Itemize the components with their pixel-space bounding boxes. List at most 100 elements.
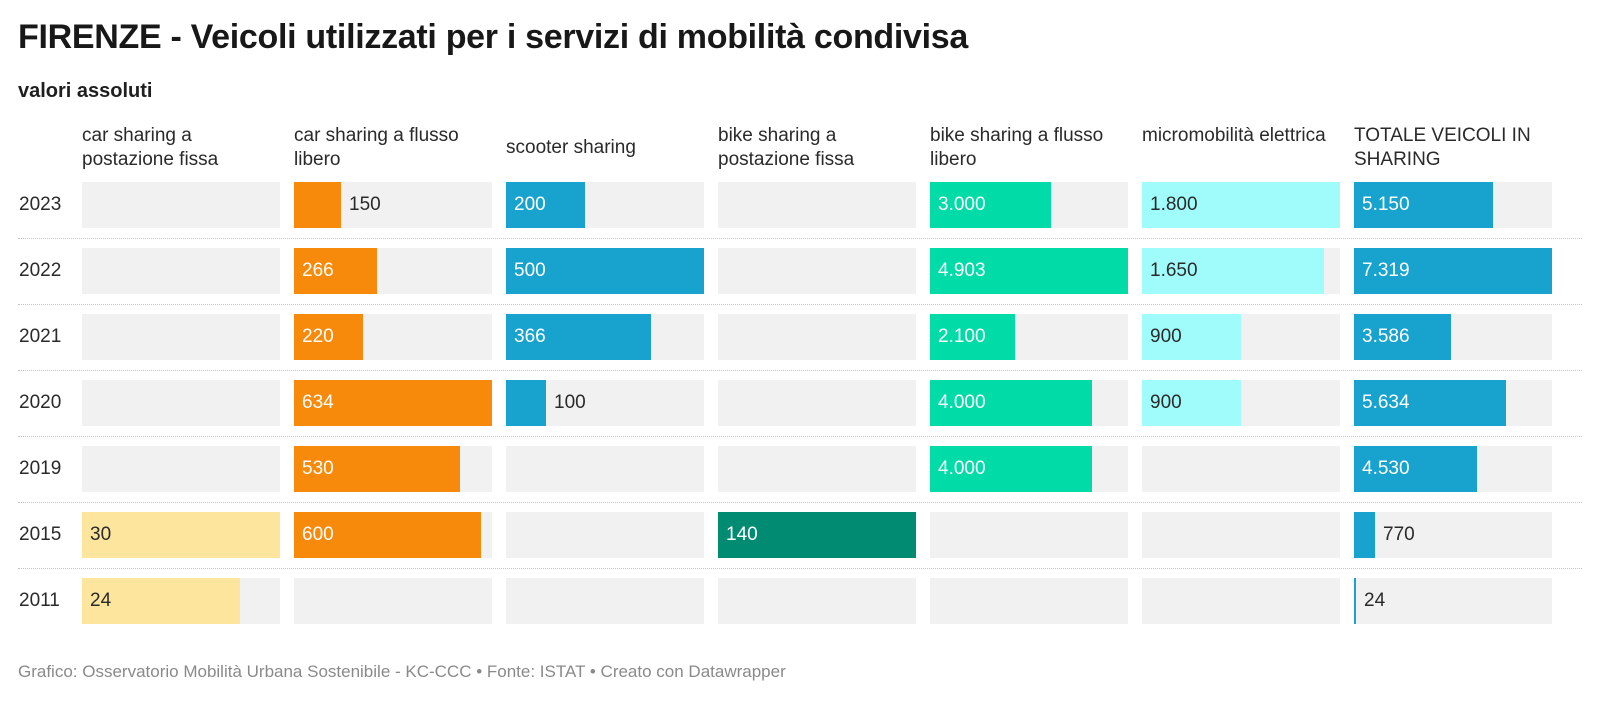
data-label: 4.000 — [938, 458, 986, 479]
row-separator — [18, 436, 1582, 437]
data-label: 24 — [90, 590, 112, 611]
data-label: 500 — [514, 260, 546, 281]
bar-cell — [82, 380, 280, 426]
data-label: 266 — [302, 260, 334, 281]
bar-cell: 100 — [506, 380, 704, 426]
row-separator — [18, 568, 1582, 569]
column-header: car sharing a postazione fissa — [82, 125, 219, 170]
bar-cell — [1142, 512, 1340, 558]
bar-cell — [930, 512, 1128, 558]
bar-cell: 2.100 — [930, 314, 1128, 360]
year-label: 2023 — [19, 194, 62, 215]
data-label: 200 — [514, 194, 546, 215]
row-separator — [18, 502, 1582, 503]
bar — [294, 314, 363, 360]
bar-cell: 500 — [506, 248, 704, 294]
bar-cell: 140 — [718, 512, 916, 558]
bar — [1354, 446, 1477, 492]
data-label: 4.000 — [938, 392, 986, 413]
bar-cell — [506, 578, 704, 624]
data-label: 24 — [1364, 590, 1386, 611]
bar — [1142, 380, 1241, 426]
bar-cell: 634 — [294, 380, 492, 426]
year-label: 2022 — [19, 260, 62, 281]
data-label: 900 — [1150, 326, 1182, 347]
bar-cell: 24 — [82, 578, 280, 624]
bar-cell: 3.586 — [1354, 314, 1552, 360]
data-label: 770 — [1383, 524, 1415, 545]
bar — [930, 314, 1015, 360]
bar-cell: 220 — [294, 314, 492, 360]
bar — [718, 512, 916, 558]
column-header: micromobilità elettrica — [1142, 125, 1326, 146]
bar — [506, 248, 704, 294]
bar-cell: 150 — [294, 182, 492, 228]
bar-cell: 4.000 — [930, 446, 1128, 492]
data-label: 4.530 — [1362, 458, 1410, 479]
row-separator — [18, 238, 1582, 239]
year-label: 2015 — [19, 524, 62, 545]
year-label: 2021 — [19, 326, 62, 347]
bar — [930, 248, 1128, 294]
bar — [1142, 182, 1340, 228]
bar — [930, 182, 1051, 228]
data-label: 5.150 — [1362, 194, 1410, 215]
bar-cell: 5.634 — [1354, 380, 1552, 426]
bar — [1354, 182, 1493, 228]
bar — [1142, 248, 1324, 294]
row-separator — [18, 304, 1582, 305]
bar-cell — [1142, 446, 1340, 492]
column-header: scooter sharing — [506, 137, 636, 158]
column-header: bike sharing a postazione fissa — [718, 125, 855, 170]
bar — [506, 380, 546, 426]
data-label: 7.319 — [1362, 260, 1410, 281]
column-header: TOTALE VEICOLI IN SHARING — [1354, 125, 1531, 170]
data-label: 634 — [302, 392, 334, 413]
data-label: 1.650 — [1150, 260, 1198, 281]
bar-cell — [718, 446, 916, 492]
bar-cell — [82, 182, 280, 228]
data-label: 4.903 — [938, 260, 986, 281]
bar — [1354, 578, 1356, 624]
chart-title: FIRENZE - Veicoli utilizzati per i servi… — [18, 18, 969, 56]
chart-subtitle: valori assoluti — [18, 80, 153, 102]
bar-cell — [82, 314, 280, 360]
data-label: 3.000 — [938, 194, 986, 215]
bar-cell: 900 — [1142, 314, 1340, 360]
bar-cell: 7.319 — [1354, 248, 1552, 294]
bar-cell — [1142, 578, 1340, 624]
year-label: 2020 — [19, 392, 62, 413]
bar-cell: 4.903 — [930, 248, 1128, 294]
bar — [930, 446, 1092, 492]
bar-cell — [506, 446, 704, 492]
bar — [82, 512, 280, 558]
bar — [82, 578, 240, 624]
bar-cell — [82, 248, 280, 294]
bar-cell — [82, 446, 280, 492]
year-label: 2011 — [19, 590, 60, 611]
bar — [294, 248, 377, 294]
bar-cell: 900 — [1142, 380, 1340, 426]
bar-cell: 30 — [82, 512, 280, 558]
bar-cell: 200 — [506, 182, 704, 228]
data-label: 1.800 — [1150, 194, 1198, 215]
data-label: 530 — [302, 458, 334, 479]
data-label: 140 — [726, 524, 758, 545]
bar-cell: 24 — [1354, 578, 1552, 624]
bar-cell: 366 — [506, 314, 704, 360]
data-label: 2.100 — [938, 326, 986, 347]
bar-cell — [718, 578, 916, 624]
bar-cell: 1.800 — [1142, 182, 1340, 228]
data-label: 600 — [302, 524, 334, 545]
column-header: bike sharing a flusso libero — [930, 125, 1104, 170]
year-label: 2019 — [19, 458, 62, 479]
bar-cell — [718, 314, 916, 360]
bar-cell: 770 — [1354, 512, 1552, 558]
column-header: car sharing a flusso libero — [294, 125, 459, 170]
bar — [294, 182, 341, 228]
bar-cell: 600 — [294, 512, 492, 558]
bar — [1354, 380, 1506, 426]
bar — [930, 380, 1092, 426]
data-label: 3.586 — [1362, 326, 1410, 347]
data-label: 900 — [1150, 392, 1182, 413]
